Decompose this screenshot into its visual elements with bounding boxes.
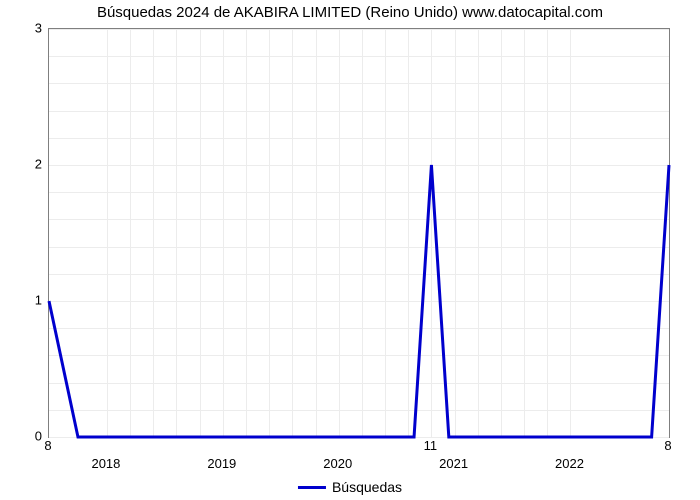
y-axis-tick-label: 0 xyxy=(6,429,42,444)
x-axis-tick-label: 2021 xyxy=(439,456,468,471)
y-axis-tick-label: 3 xyxy=(6,21,42,36)
x-axis-tick-label: 2019 xyxy=(207,456,236,471)
series-busquedas-line xyxy=(49,165,669,437)
x-axis-tick-label: 2022 xyxy=(555,456,584,471)
x-axis-tick-label: 2018 xyxy=(91,456,120,471)
line-series-svg xyxy=(49,29,669,437)
legend-swatch-icon xyxy=(298,486,326,489)
chart-title: Búsquedas 2024 de AKABIRA LIMITED (Reino… xyxy=(0,4,700,21)
chart-container: Búsquedas 2024 de AKABIRA LIMITED (Reino… xyxy=(0,0,700,500)
y-axis-tick-label: 2 xyxy=(6,157,42,172)
plot-area xyxy=(48,28,670,438)
y-axis-tick-label: 1 xyxy=(6,293,42,308)
data-point-label: 8 xyxy=(664,438,671,453)
data-point-label: 11 xyxy=(424,438,438,453)
legend: Búsquedas xyxy=(292,477,408,497)
data-point-label: 8 xyxy=(44,438,51,453)
x-axis-tick-label: 2020 xyxy=(323,456,352,471)
legend-label: Búsquedas xyxy=(332,479,402,495)
